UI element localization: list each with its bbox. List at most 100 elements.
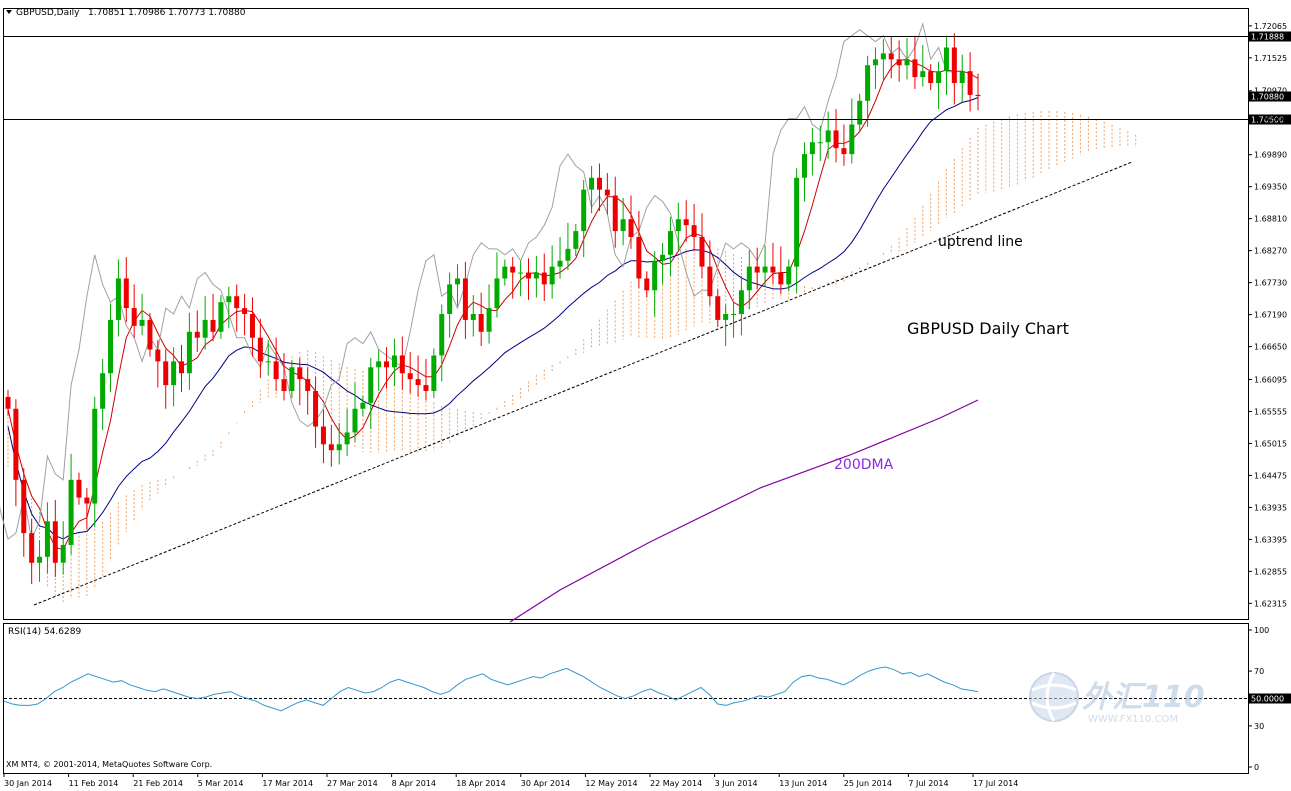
candle-body-50 bbox=[399, 355, 405, 374]
dma-annotation: 200DMA bbox=[834, 457, 894, 473]
date-tick-label-5: 27 Mar 2014 bbox=[327, 779, 378, 788]
candle-body-27 bbox=[218, 302, 224, 332]
candle-body-71 bbox=[565, 248, 571, 261]
dropdown-triangle-icon[interactable] bbox=[6, 10, 12, 14]
price-tick-label-13: 1.65015 bbox=[1254, 439, 1287, 448]
candle-body-14 bbox=[115, 278, 121, 320]
candle-body-81 bbox=[644, 278, 650, 291]
copyright-text: XM MT4, © 2001-2014, MetaQuotes Software… bbox=[6, 760, 212, 769]
candle-body-16 bbox=[131, 308, 137, 326]
candle-body-17 bbox=[139, 319, 145, 326]
indicator-lines bbox=[0, 21, 1133, 623]
candle-body-101 bbox=[802, 154, 808, 178]
candle-body-62 bbox=[494, 278, 500, 309]
candle-body-12 bbox=[100, 373, 106, 409]
candle-body-94 bbox=[746, 266, 752, 291]
level-marker-bg-1 bbox=[1249, 91, 1291, 102]
candle-body-111 bbox=[880, 53, 886, 60]
price-tick-label-7: 1.68270 bbox=[1254, 247, 1287, 256]
rsi-tick-label-0: 100 bbox=[1254, 626, 1269, 635]
candle-body-114 bbox=[904, 59, 910, 66]
globe-meridians bbox=[1031, 672, 1077, 722]
candle-body-69 bbox=[549, 266, 555, 285]
horizontal-levels: 1.71888 1.70880 1.70500 bbox=[4, 31, 1291, 125]
candle-body-106 bbox=[841, 148, 847, 155]
candle-body-13 bbox=[108, 319, 114, 374]
candle-body-86 bbox=[683, 219, 689, 226]
candle-body-74 bbox=[589, 177, 595, 190]
candle-body-59 bbox=[470, 314, 476, 320]
level-marker-bg-0 bbox=[1249, 31, 1291, 42]
candle-body-11 bbox=[92, 408, 98, 504]
date-tick-label-0: 30 Jan 2014 bbox=[4, 779, 52, 788]
date-tick-label-14: 7 Jul 2014 bbox=[908, 779, 948, 788]
candle-body-2 bbox=[21, 479, 27, 534]
uptrend-annotation: uptrend line bbox=[938, 234, 1023, 250]
candle-body-67 bbox=[533, 272, 539, 279]
candle-body-87 bbox=[691, 225, 697, 238]
candle-body-61 bbox=[486, 308, 492, 332]
candle-body-51 bbox=[407, 373, 413, 380]
candle-body-4 bbox=[37, 556, 43, 563]
candle-body-38 bbox=[305, 379, 311, 391]
candle-body-120 bbox=[951, 47, 957, 84]
price-axis: 1.72065 1.71525 1.70970 1.70500 1.69890 1.693… bbox=[1248, 22, 1287, 608]
candle-body-108 bbox=[857, 100, 863, 125]
candle-body-47 bbox=[376, 361, 382, 368]
candle-body-60 bbox=[478, 314, 484, 332]
watermark-url: WWW.FX110.COM bbox=[1088, 714, 1178, 725]
candle-body-68 bbox=[541, 272, 547, 285]
candle-body-15 bbox=[123, 278, 129, 309]
price-tick-label-17: 1.62855 bbox=[1254, 567, 1287, 576]
date-tick-label-7: 18 Apr 2014 bbox=[456, 779, 505, 788]
ohlc-values: 1.70851 1.70986 1.70773 1.70880 bbox=[88, 8, 246, 18]
date-tick-label-1: 11 Feb 2014 bbox=[69, 779, 119, 788]
price-tick-label-4: 1.69890 bbox=[1254, 151, 1287, 160]
candle-body-29 bbox=[234, 296, 240, 309]
candle-body-9 bbox=[76, 479, 82, 498]
candle-body-46 bbox=[368, 367, 374, 403]
rsi-tick-label-4: 0 bbox=[1254, 763, 1259, 772]
date-tick-label-6: 8 Apr 2014 bbox=[392, 779, 436, 788]
rsi-level-marker-bg bbox=[1249, 693, 1291, 704]
price-tick-label-0: 1.72065 bbox=[1254, 22, 1287, 31]
candle-body-119 bbox=[943, 47, 949, 72]
candle-body-105 bbox=[833, 130, 839, 149]
candle-body-45 bbox=[360, 402, 366, 409]
candle-body-82 bbox=[652, 260, 658, 291]
price-tick-label-8: 1.67730 bbox=[1254, 279, 1287, 288]
candle-body-103 bbox=[817, 142, 823, 144]
candle-body-112 bbox=[888, 53, 894, 60]
candle-body-44 bbox=[352, 408, 358, 433]
rsi-header: RSI(14) 54.6289 bbox=[8, 627, 81, 637]
candle-body-75 bbox=[596, 177, 602, 190]
date-tick-label-11: 3 Jun 2014 bbox=[715, 779, 758, 788]
ichimoku-cloud bbox=[7, 110, 1137, 603]
price-tick-label-6: 1.68810 bbox=[1254, 215, 1287, 224]
candle-body-100 bbox=[794, 177, 800, 267]
candle-body-26 bbox=[210, 319, 216, 332]
level-marker-label-2: 1.70500 bbox=[1251, 116, 1284, 125]
price-tick-label-2: 1.70970 bbox=[1254, 87, 1287, 96]
rsi-line bbox=[3, 666, 979, 712]
candle-body-37 bbox=[297, 367, 303, 380]
candle-body-76 bbox=[604, 189, 610, 196]
price-tick-label-12: 1.65555 bbox=[1254, 407, 1287, 416]
main-chart-frame bbox=[3, 8, 1249, 620]
candle-body-7 bbox=[60, 544, 66, 563]
candle-body-36 bbox=[289, 367, 295, 391]
candle-body-113 bbox=[896, 59, 902, 66]
candle-body-115 bbox=[912, 59, 918, 78]
candle-body-40 bbox=[320, 426, 326, 445]
globe-icon bbox=[1029, 672, 1079, 722]
candle-body-57 bbox=[455, 278, 461, 285]
candle-body-1 bbox=[13, 408, 19, 480]
kijun-line bbox=[7, 97, 979, 540]
candle-body-56 bbox=[447, 284, 453, 314]
level-marker-label-0: 1.71888 bbox=[1251, 33, 1284, 42]
price-tick-label-16: 1.63395 bbox=[1254, 535, 1287, 544]
level-marker-bg-2 bbox=[1249, 114, 1291, 125]
symbol-label: GBPUSD,Daily bbox=[16, 8, 80, 18]
candlestick-series bbox=[5, 33, 981, 585]
